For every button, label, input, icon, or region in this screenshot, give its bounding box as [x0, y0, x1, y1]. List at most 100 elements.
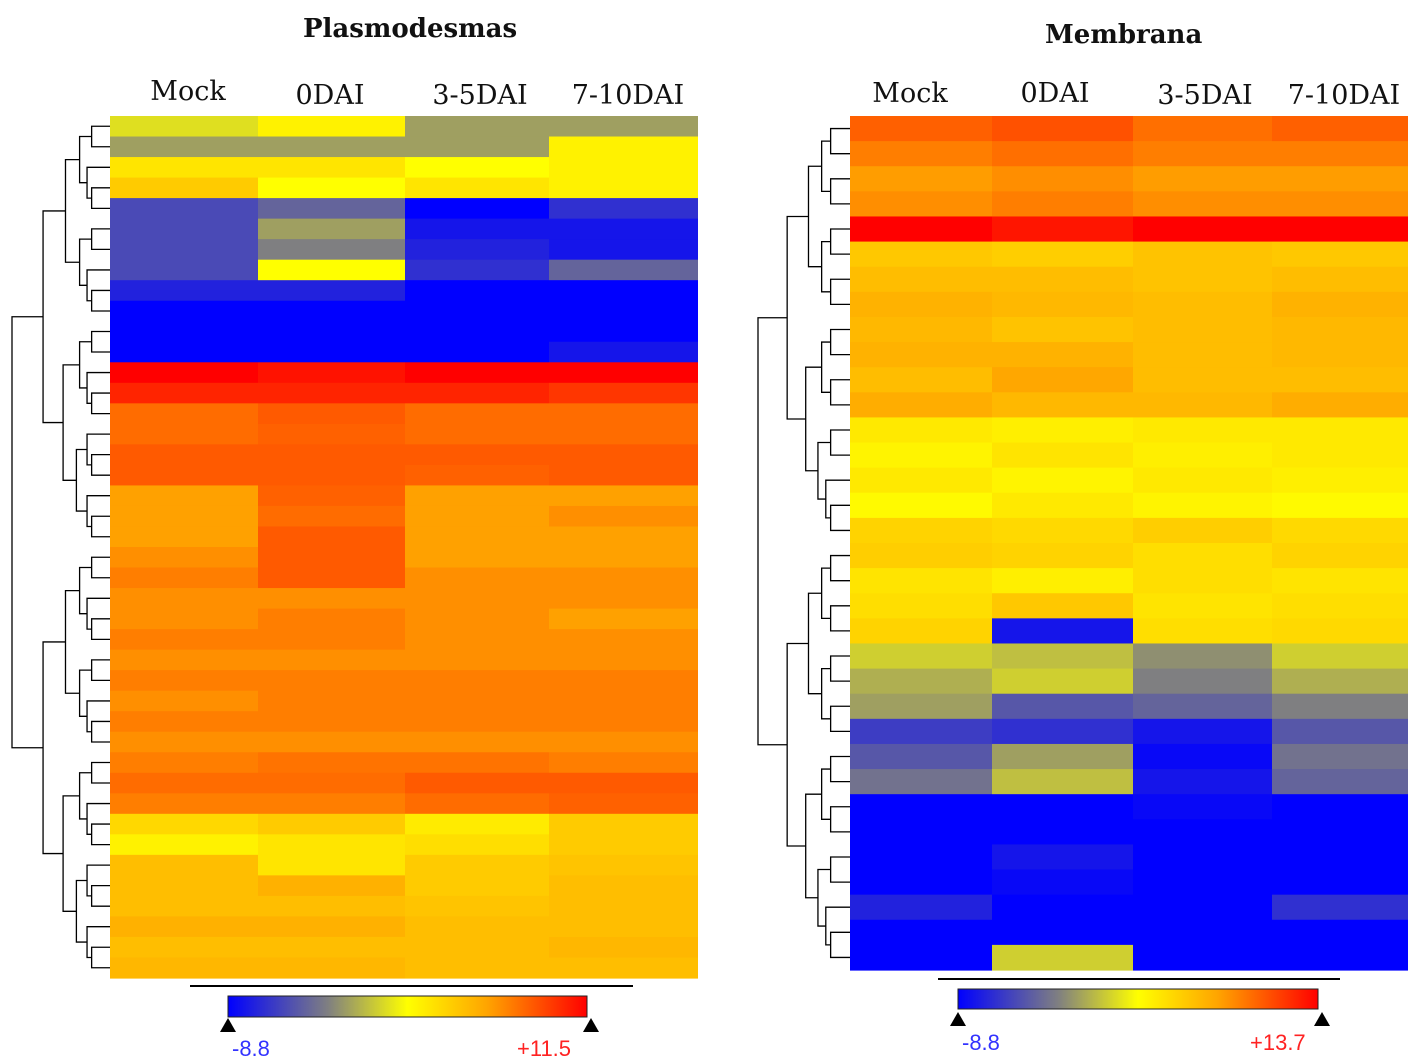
heatmap-cell: [1133, 693, 1272, 720]
heatmap-cell: [258, 505, 405, 528]
heatmap-cell: [992, 141, 1133, 167]
dendrogram-branch: [90, 330, 110, 353]
dendrogram-branch: [78, 238, 92, 286]
dendrogram-branch: [90, 659, 110, 682]
heatmap-cell: [549, 423, 698, 445]
dendrogram-branch: [820, 567, 831, 620]
heatmap-cell: [405, 218, 549, 240]
dendrogram-branch: [820, 140, 831, 193]
heatmap-cell: [110, 423, 258, 445]
heatmap-cell: [110, 485, 258, 507]
heatmap-cell: [1272, 568, 1408, 594]
heatmap-cell: [405, 916, 549, 938]
heatmap-cell: [110, 936, 258, 959]
heatmap-cell: [110, 588, 258, 610]
dendrogram-branch: [820, 768, 831, 820]
heatmap-cell: [850, 442, 992, 469]
heatmap-cell: [110, 690, 258, 712]
heatmap-cell: [549, 300, 698, 322]
heatmap-cell: [1272, 517, 1408, 544]
heatmap-cell: [110, 875, 258, 897]
heatmap-cell: [1133, 316, 1272, 343]
heatmap-cell: [1272, 794, 1408, 820]
dendrogram-branch: [90, 823, 110, 846]
heatmap-cell: [1133, 919, 1272, 946]
dendrogram-branch: [820, 240, 831, 293]
dendrogram-branch: [805, 793, 822, 899]
heatmap-cell: [850, 216, 992, 243]
heatmap-cell: [549, 321, 698, 343]
heatmap-cell: [850, 543, 992, 569]
heatmap-cell: [405, 259, 549, 281]
heatmap-cell: [258, 854, 405, 876]
heatmap-cell: [405, 382, 549, 404]
heatmap-cell: [1133, 342, 1272, 368]
heatmap-cell: [850, 668, 992, 695]
heatmap-cell: [850, 241, 992, 268]
heatmap-cell: [1133, 241, 1272, 268]
dendrogram-branch: [90, 187, 110, 210]
heatmap-cell: [405, 505, 549, 528]
heatmap-cell: [258, 916, 405, 938]
heatmap-cell: [1272, 869, 1408, 896]
heatmap-cell: [258, 813, 405, 835]
heatmap-cell: [405, 362, 549, 384]
heatmap-cell: [1272, 769, 1408, 795]
heatmap-cell: [992, 517, 1133, 544]
heatmap-cell: [405, 772, 549, 794]
heatmap-cell: [258, 300, 405, 322]
heatmap-cell: [1133, 166, 1272, 192]
heatmap-cell: [258, 649, 405, 671]
heatmap-cell: [992, 442, 1133, 469]
heatmap-cell: [110, 136, 258, 158]
heatmap-cell: [1133, 216, 1272, 243]
heatmap-cell: [405, 957, 549, 979]
heatmap-cell: [1272, 241, 1408, 268]
heatmap-cell: [850, 517, 992, 544]
heatmap-cell: [110, 567, 258, 589]
heatmap-cell: [850, 568, 992, 594]
heatmap-cell: [992, 819, 1133, 846]
heatmap-cell: [110, 259, 258, 281]
heatmap-cell: [992, 543, 1133, 569]
heatmap-cell: [110, 280, 258, 302]
dendrogram-branch: [90, 515, 110, 538]
dendrogram-branch: [78, 566, 92, 615]
heatmap-cell: [258, 711, 405, 733]
heatmap-cell: [405, 752, 549, 774]
heatmap-cell: [850, 166, 992, 192]
dendrogram-branch: [829, 554, 850, 582]
heatmap-cell: [850, 693, 992, 720]
heatmap-cell: [405, 280, 549, 302]
heatmap-cell: [992, 869, 1133, 896]
heatmap-cell: [850, 467, 992, 494]
heatmap-cell: [1272, 141, 1408, 167]
heatmap-cell: [549, 711, 698, 733]
heatmap-cell: [258, 362, 405, 384]
heatmap-cell: [549, 608, 698, 630]
heatmap-cell: [992, 316, 1133, 343]
heatmap-cell: [1272, 392, 1408, 419]
heatmap-cell: [992, 593, 1133, 619]
heatmap-cell: [405, 239, 549, 261]
heatmap-cell: [405, 670, 549, 692]
heatmap-cell: [405, 177, 549, 199]
dendrogram-branch: [829, 705, 850, 733]
heatmap-cell: [1272, 894, 1408, 921]
heatmap-cell: [992, 718, 1133, 745]
heatmap-cell: [992, 894, 1133, 921]
heatmap-cell: [258, 752, 405, 774]
dendrogram-branch: [829, 278, 850, 306]
heatmap-cell: [992, 492, 1133, 519]
heatmap-cell: [549, 813, 698, 835]
heatmap-cell: [992, 266, 1133, 293]
heatmap-cell: [258, 280, 405, 302]
heatmap-cell: [549, 957, 698, 979]
heatmap-cell: [110, 711, 258, 733]
dendrogram-branch: [829, 931, 850, 959]
heatmap-cell: [850, 894, 992, 921]
heatmap-cell: [850, 643, 992, 670]
dendrogram-branch: [90, 556, 110, 579]
heatmap-cell: [110, 629, 258, 651]
heatmap-cell: [110, 649, 258, 671]
